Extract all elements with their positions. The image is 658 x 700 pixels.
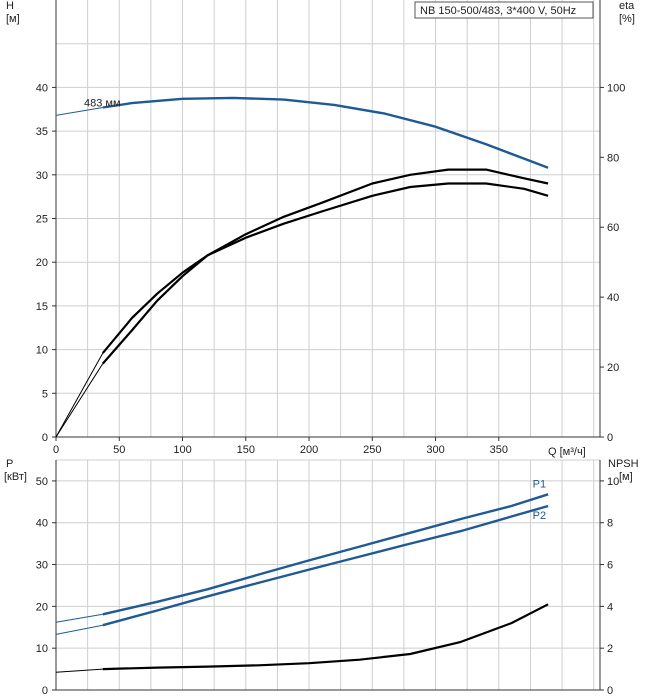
chart-title-box — [414, 1, 594, 19]
y2-tick-label: 20 — [607, 362, 619, 374]
y2-tick-label: 6 — [607, 560, 613, 572]
p1-line — [102, 493, 549, 616]
y2-tick-label: 8 — [607, 518, 613, 530]
483--line-extension — [55, 107, 103, 116]
p2-line — [102, 504, 549, 627]
y-tick-label: 50 — [36, 476, 48, 488]
y2-tick-label: 4 — [607, 601, 613, 613]
y-axis-unit-h: [м] — [6, 13, 20, 25]
x-axis-label: Q [м³/ч] — [548, 446, 586, 458]
y2-tick-label: 10 — [607, 476, 619, 488]
y-tick-label: 30 — [36, 560, 48, 572]
y2-axis-label-eta: eta — [619, 0, 635, 12]
x-tick-label: 0 — [53, 444, 59, 456]
y2-tick-label: 60 — [607, 222, 619, 234]
y-tick-label: 10 — [36, 345, 48, 357]
y-tick-label: 15 — [36, 301, 48, 313]
y2-tick-label: 0 — [607, 432, 613, 444]
series-1-2-line-extension — [55, 668, 103, 673]
y-tick-label: 40 — [36, 518, 48, 530]
series-0-2-line-extension — [55, 363, 104, 438]
y2-axis-unit-eta: [%] — [619, 13, 635, 25]
x-tick-label: 50 — [113, 444, 125, 456]
483--line — [102, 96, 549, 169]
power-npsh-panel: 0 10 20 30 40 50 0 2 4 6 8 10 P1 P2 — [36, 459, 619, 697]
chart-title: NB 150-500/483, 3*400 V, 50Hz — [420, 5, 576, 17]
y-tick-label: 20 — [36, 257, 48, 269]
y-tick-label: 5 — [42, 388, 48, 400]
y2-tick-label: 2 — [607, 643, 613, 655]
series-1-2-line — [102, 603, 549, 671]
y-tick-label: 40 — [36, 82, 48, 94]
483--label: 483 мм — [84, 98, 121, 110]
y2-tick-label: 80 — [607, 152, 619, 164]
p1-label: P1 — [533, 478, 546, 490]
y2-axis-unit-npsh: [м] — [619, 471, 633, 483]
y2-tick-label: 40 — [607, 292, 619, 304]
series-0-2-line — [101, 182, 549, 365]
y2-tick-label: 0 — [607, 685, 613, 697]
y-tick-label: 0 — [42, 432, 48, 444]
x-tick-label: 350 — [490, 444, 508, 456]
y-tick-label: 35 — [36, 126, 48, 138]
series-0-1-line-extension — [55, 352, 104, 438]
y2-axis-label-npsh: NPSH — [608, 458, 639, 470]
y-tick-label: 10 — [36, 643, 48, 655]
y-axis-label-p: P — [6, 458, 13, 470]
x-tick-label: 250 — [363, 444, 381, 456]
y-tick-label: 30 — [36, 170, 48, 182]
y-tick-label: 0 — [42, 685, 48, 697]
y-axis-label-h: H — [6, 0, 14, 12]
y-tick-label: 25 — [36, 214, 48, 226]
y-tick-label: 20 — [36, 601, 48, 613]
y-axis-unit-p: [кВт] — [4, 471, 27, 483]
p1-line-extension — [55, 613, 103, 623]
series-0-1-line — [101, 168, 549, 354]
y2-tick-label: 100 — [607, 82, 625, 94]
head-efficiency-panel: 0 5 10 15 20 25 30 35 40 0 20 40 60 80 100 0 50 100 150 200… — [36, 0, 625, 456]
x-tick-label: 100 — [173, 444, 191, 456]
x-tick-label: 300 — [426, 444, 444, 456]
p2-line-extension — [55, 624, 103, 635]
x-tick-label: 150 — [237, 444, 255, 456]
p2-label: P2 — [533, 510, 546, 522]
x-tick-label: 200 — [300, 444, 318, 456]
